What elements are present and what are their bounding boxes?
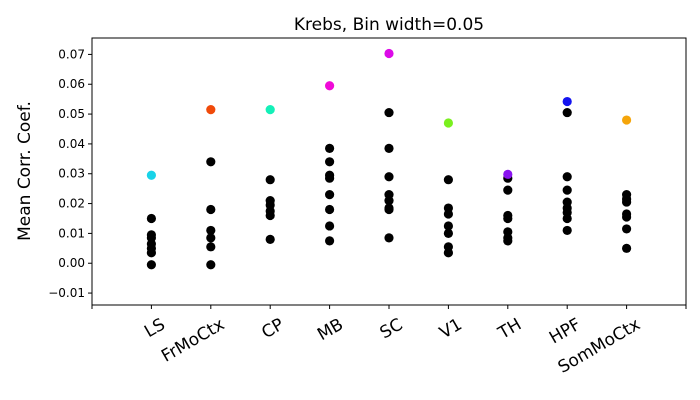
data-point-sc-4	[384, 195, 394, 206]
data-point-th-3	[503, 213, 513, 224]
data-point-cp-4	[265, 210, 275, 221]
plot-area	[146, 48, 632, 270]
data-point-mb-5	[325, 204, 335, 215]
data-point-hpf-1	[562, 172, 572, 182]
data-point-frmoctx-5	[206, 260, 216, 270]
data-point-hpf-6	[562, 213, 572, 224]
data-point-v1-2	[443, 209, 453, 219]
data-point-mb-6	[325, 221, 335, 231]
data-point-hpf-7	[562, 225, 572, 236]
highlight-point-sommoctx	[622, 115, 632, 125]
data-point-sc-2	[384, 172, 394, 182]
y-tick-label: 0.02	[58, 197, 85, 211]
highlight-point-hpf	[562, 96, 572, 107]
data-point-ls-0	[146, 213, 156, 224]
data-point-frmoctx-1	[206, 204, 216, 215]
data-point-hpf-2	[562, 185, 572, 195]
data-point-mb-0	[325, 143, 335, 153]
data-point-th-1	[503, 185, 513, 195]
data-point-frmoctx-3	[206, 233, 216, 243]
chart-title: Krebs, Bin width=0.05	[294, 15, 484, 35]
highlight-point-ls	[146, 170, 156, 180]
data-point-sc-6	[384, 204, 394, 215]
data-point-mb-3	[325, 173, 335, 183]
highlight-point-cp	[265, 104, 275, 115]
y-tick-label: −0.01	[48, 286, 85, 300]
data-point-ls-6	[146, 260, 156, 270]
data-point-hpf-0	[562, 107, 572, 118]
y-tick-label: 0.01	[58, 226, 85, 240]
data-point-sommoctx-6	[622, 243, 632, 253]
data-point-sc-1	[384, 143, 394, 153]
y-tick-label: 0.05	[58, 107, 85, 121]
highlight-point-mb	[325, 81, 335, 91]
data-point-mb-1	[325, 157, 335, 167]
data-point-frmoctx-0	[206, 157, 216, 167]
data-point-ls-5	[146, 248, 156, 258]
data-point-frmoctx-2	[206, 225, 216, 236]
y-axis-label: Mean Corr. Coef.	[15, 101, 35, 241]
data-point-mb-4	[325, 190, 335, 200]
data-point-sommoctx-4	[622, 212, 632, 222]
highlight-point-v1	[443, 118, 453, 128]
data-point-v1-3	[443, 221, 453, 231]
y-tick-label: 0.04	[58, 137, 85, 151]
data-point-sc-0	[384, 107, 394, 118]
data-point-cp-0	[265, 175, 275, 185]
y-tick-label: 0.03	[58, 167, 85, 181]
data-point-mb-7	[325, 236, 335, 246]
y-tick-label: 0.06	[58, 77, 85, 91]
data-point-sommoctx-5	[622, 224, 632, 234]
data-point-v1-4	[443, 228, 453, 239]
data-point-sommoctx-2	[622, 197, 632, 207]
data-point-frmoctx-4	[206, 242, 216, 252]
highlight-point-frmoctx	[206, 104, 216, 115]
data-point-cp-5	[265, 234, 275, 244]
data-point-v1-6	[443, 248, 453, 258]
highlight-point-th	[503, 169, 513, 179]
y-tick-label: 0.07	[58, 47, 85, 61]
data-point-sc-7	[384, 233, 394, 243]
y-tick-label: 0.00	[58, 256, 85, 270]
data-point-v1-0	[443, 175, 453, 185]
data-point-th-6	[503, 236, 513, 246]
highlight-point-sc	[384, 48, 394, 59]
